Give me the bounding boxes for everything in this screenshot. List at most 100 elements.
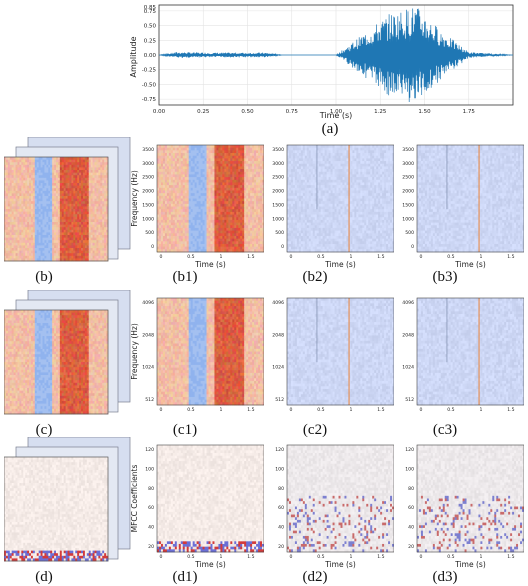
heatmap-cell: [36, 188, 40, 192]
heatmap-cell: [73, 164, 76, 168]
heatmap-cell: [57, 185, 61, 189]
heatmap-cell: [158, 209, 162, 213]
heatmap-cell: [294, 193, 298, 197]
heatmap-cell: [208, 150, 211, 154]
heatmap-cell: [232, 198, 235, 202]
heatmap-cell: [178, 225, 182, 229]
heatmap-cell: [290, 195, 294, 199]
heatmap-cell: [13, 253, 16, 257]
heatmap-cell: [104, 177, 107, 181]
heatmap-cell: [25, 242, 28, 246]
heatmap-cell: [67, 232, 70, 236]
heatmap-cell: [174, 201, 178, 205]
heatmap-cell: [17, 245, 20, 249]
heatmap-cell: [104, 248, 107, 251]
heatmap-cell: [65, 214, 68, 218]
heatmap-cell: [186, 209, 190, 213]
heatmap-cell: [254, 174, 257, 178]
heatmap-cell: [77, 216, 80, 220]
ytick-label: 3000: [142, 161, 154, 167]
heatmap-cell: [9, 175, 13, 179]
heatmap-cell: [174, 169, 178, 173]
heatmap-cell: [44, 162, 47, 166]
heatmap-cell: [222, 209, 225, 213]
heatmap-cell: [48, 196, 51, 199]
heatmap-cell: [17, 235, 20, 238]
heatmap-cell: [296, 185, 300, 189]
heatmap-cell: [184, 163, 188, 167]
heatmap-cell: [216, 169, 219, 173]
heatmap-cell: [63, 193, 67, 197]
heatmap-cell: [182, 147, 186, 151]
heatmap-cell: [164, 225, 168, 229]
heatmap-cell: [32, 164, 36, 168]
heatmap-cell: [75, 240, 78, 244]
heatmap-cell: [50, 185, 53, 189]
heatmap-cell: [306, 150, 310, 154]
heatmap-cell: [262, 249, 264, 253]
heatmap-cell: [234, 145, 237, 149]
ytick-label: 2000: [142, 189, 154, 195]
heatmap-cell: [21, 224, 24, 228]
heatmap-cell: [238, 217, 241, 221]
heatmap-cell: [13, 180, 16, 184]
heatmap-cell: [57, 190, 61, 194]
heatmap-cell: [32, 229, 36, 233]
heatmap-cell: [75, 175, 78, 179]
heatmap-cell: [308, 158, 312, 162]
heatmap-cell: [242, 195, 245, 199]
heatmap-cell: [96, 227, 99, 231]
heatmap-cell: [232, 246, 235, 250]
heatmap-cell: [188, 198, 192, 202]
heatmap-cell: [71, 227, 74, 231]
heatmap-cell: [306, 219, 310, 223]
heatmap-cell: [288, 171, 292, 175]
heatmap-cell: [192, 187, 196, 191]
heatmap-cell: [100, 224, 103, 228]
heatmap-cell: [218, 179, 221, 183]
heatmap-cell: [59, 201, 63, 205]
heatmap-cell: [206, 209, 209, 213]
heatmap-cell: [212, 155, 215, 159]
heatmap-cell: [46, 157, 49, 160]
heatmap-cell: [170, 203, 174, 207]
heatmap-cell: [75, 222, 78, 225]
heatmap-cell: [194, 217, 198, 221]
heatmap-cell: [308, 246, 312, 250]
heatmap-cell: [180, 235, 184, 240]
heatmap-cell: [246, 185, 249, 189]
heatmap-cell: [11, 245, 15, 249]
heatmap-cell: [92, 224, 95, 228]
heatmap-cell: [7, 170, 11, 173]
heatmap-cell: [250, 185, 253, 189]
heatmap-cell: [234, 238, 237, 242]
heatmap-cell: [306, 145, 310, 149]
heatmap-cell: [100, 209, 103, 212]
heatmap-cell: [182, 190, 186, 194]
heatmap-cell: [13, 258, 16, 262]
heatmap-cell: [178, 243, 182, 248]
heatmap-cell: [4, 206, 7, 210]
heatmap-cell: [164, 193, 168, 197]
heatmap-cell: [174, 222, 178, 226]
heatmap-cell: [57, 162, 61, 166]
heatmap-cell: [224, 177, 227, 181]
heatmap-cell: [252, 214, 255, 218]
heatmap-cell: [208, 238, 211, 242]
heatmap-cell: [65, 198, 68, 202]
heatmap-cell: [200, 238, 203, 242]
heatmap-cell: [46, 180, 49, 184]
heatmap-cell: [90, 188, 93, 192]
heatmap-cell: [27, 235, 30, 238]
heatmap-cell: [44, 258, 47, 262]
heatmap-cell: [204, 187, 207, 191]
heatmap-cell: [67, 235, 70, 238]
heatmap-cell: [73, 214, 76, 218]
heatmap-cell: [240, 214, 243, 218]
heatmap-cell: [9, 245, 13, 249]
heatmap-cell: [292, 147, 296, 151]
heatmap-cell: [192, 171, 196, 175]
heatmap-cell: [30, 167, 34, 171]
heatmap-cell: [44, 190, 47, 194]
heatmap-cell: [188, 222, 192, 226]
